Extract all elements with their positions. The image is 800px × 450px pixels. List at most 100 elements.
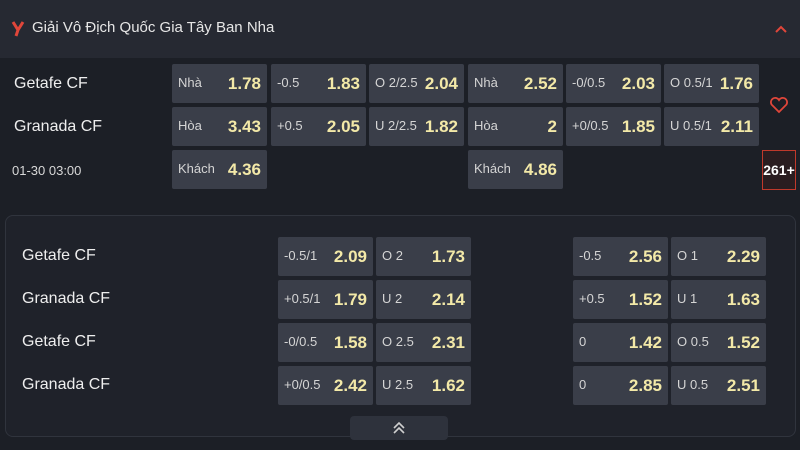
odds-label: U 2: [382, 291, 403, 306]
odds-cell[interactable]: Nhà 1.78: [172, 64, 267, 103]
odds-value: 1.73: [431, 247, 465, 266]
odds-cell[interactable]: 0 2.85: [573, 366, 668, 405]
odds-cell[interactable]: -0/0.5 1.58: [278, 323, 373, 362]
odds-label: O 2: [382, 248, 403, 263]
odds-cell[interactable]: O 2/2.5 2.04: [369, 64, 464, 103]
odds-label: U 2.5: [382, 377, 414, 392]
odds-value: 1.76: [719, 74, 753, 93]
odds-label: -0/0.5: [284, 334, 318, 349]
more-markets-button[interactable]: 261+: [762, 150, 796, 190]
odds-value: 1.52: [628, 290, 662, 309]
odds-cell[interactable]: +0.5/1 1.79: [278, 280, 373, 319]
odds-cell[interactable]: Khách 4.36: [172, 150, 267, 189]
odds-value: 1.78: [227, 74, 261, 93]
odds-label: 0: [579, 334, 587, 349]
odds-label: U 2/2.5: [375, 118, 417, 133]
odds-label: O 2.5: [382, 334, 414, 349]
odds-value: 4.86: [523, 160, 557, 179]
odds-label: U 0.5: [677, 377, 709, 392]
odds-label: +0/0.5: [284, 377, 321, 392]
odds-label: +0.5: [579, 291, 605, 306]
odds-value: 1.63: [726, 290, 760, 309]
odds-cell[interactable]: U 2 2.14: [376, 280, 471, 319]
odds-value: 1.42: [628, 333, 662, 352]
team-name: Granada CF: [22, 376, 111, 393]
odds-label: -0.5: [277, 75, 300, 90]
odds-value: 1.62: [431, 376, 465, 395]
odds-value: 2.14: [431, 290, 465, 309]
odds-cell[interactable]: +0/0.5 2.42: [278, 366, 373, 405]
league-header[interactable]: [0, 0, 800, 58]
odds-label: Hòa: [178, 118, 202, 133]
odds-label: O 2/2.5: [375, 75, 418, 90]
odds-cell[interactable]: O 0.5/1 1.76: [664, 64, 759, 103]
away-team: Granada CF: [14, 118, 103, 135]
odds-value: 2.09: [333, 247, 367, 266]
odds-label: O 0.5/1: [670, 75, 713, 90]
expand-icon: [393, 421, 405, 434]
team-name: Getafe CF: [22, 247, 96, 264]
odds-label: Khách: [178, 161, 215, 176]
favorite-icon[interactable]: [769, 96, 789, 114]
odds-cell[interactable]: O 1 2.29: [671, 237, 766, 276]
odds-label: -0/0.5: [572, 75, 606, 90]
odds-value: 2.31: [431, 333, 465, 352]
odds-value: 2.03: [621, 74, 655, 93]
odds-cell[interactable]: +0/0.5 1.85: [566, 107, 661, 146]
odds-cell[interactable]: O 2 1.73: [376, 237, 471, 276]
odds-cell[interactable]: -0/0.5 2.03: [566, 64, 661, 103]
odds-label: U 0.5/1: [670, 118, 712, 133]
odds-cell[interactable]: U 1 1.63: [671, 280, 766, 319]
odds-cell[interactable]: +0.5 2.05: [271, 107, 366, 146]
home-team: Getafe CF: [14, 75, 88, 92]
odds-label: +0.5/1: [284, 291, 321, 306]
odds-label: O 1: [677, 248, 698, 263]
odds-label: Hòa: [474, 118, 498, 133]
odds-value: 2.04: [424, 74, 458, 93]
league-logo: [11, 21, 25, 37]
odds-label: Khách: [474, 161, 511, 176]
odds-label: +0/0.5: [572, 118, 609, 133]
odds-cell[interactable]: O 2.5 2.31: [376, 323, 471, 362]
odds-cell[interactable]: 0 1.42: [573, 323, 668, 362]
odds-value: 2.51: [726, 376, 760, 395]
odds-label: -0.5: [579, 248, 602, 263]
odds-cell[interactable]: Khách 4.86: [468, 150, 563, 189]
team-name: Granada CF: [22, 290, 111, 307]
odds-cell[interactable]: Nhà 2.52: [468, 64, 563, 103]
odds-cell[interactable]: U 2/2.5 1.82: [369, 107, 464, 146]
odds-cell[interactable]: -0.5 1.83: [271, 64, 366, 103]
odds-cell[interactable]: -0.5 2.56: [573, 237, 668, 276]
odds-value: 2.29: [726, 247, 760, 266]
odds-value: 2.56: [628, 247, 662, 266]
odds-cell[interactable]: U 0.5/1 2.11: [664, 107, 759, 146]
odds-value: 2.52: [523, 74, 557, 93]
odds-value: 1.58: [333, 333, 367, 352]
collapse-icon[interactable]: [774, 24, 788, 34]
expand-button[interactable]: [350, 416, 448, 440]
odds-label: Nhà: [178, 75, 202, 90]
odds-value: 1.79: [333, 290, 367, 309]
team-name: Getafe CF: [22, 333, 96, 350]
odds-cell[interactable]: +0.5 1.52: [573, 280, 668, 319]
odds-value: 4.36: [227, 160, 261, 179]
odds-cell[interactable]: Hòa 2: [468, 107, 563, 146]
odds-cell[interactable]: O 0.5 1.52: [671, 323, 766, 362]
odds-value: 1.82: [424, 117, 458, 136]
odds-cell[interactable]: U 0.5 2.51: [671, 366, 766, 405]
odds-label: U 1: [677, 291, 698, 306]
odds-cell[interactable]: Hòa 3.43: [172, 107, 267, 146]
odds-cell[interactable]: U 2.5 1.62: [376, 366, 471, 405]
odds-label: -0.5/1: [284, 248, 318, 263]
odds-cell[interactable]: -0.5/1 2.09: [278, 237, 373, 276]
odds-value: 1.85: [621, 117, 655, 136]
odds-value: 2.85: [628, 376, 662, 395]
odds-value: 2: [547, 117, 557, 136]
odds-value: 2.42: [333, 376, 367, 395]
odds-value: 1.52: [726, 333, 760, 352]
odds-label: +0.5: [277, 118, 303, 133]
league-title: Giải Vô Địch Quốc Gia Tây Ban Nha: [32, 19, 275, 36]
odds-value: 1.83: [326, 74, 360, 93]
odds-value: 2.11: [720, 117, 753, 136]
